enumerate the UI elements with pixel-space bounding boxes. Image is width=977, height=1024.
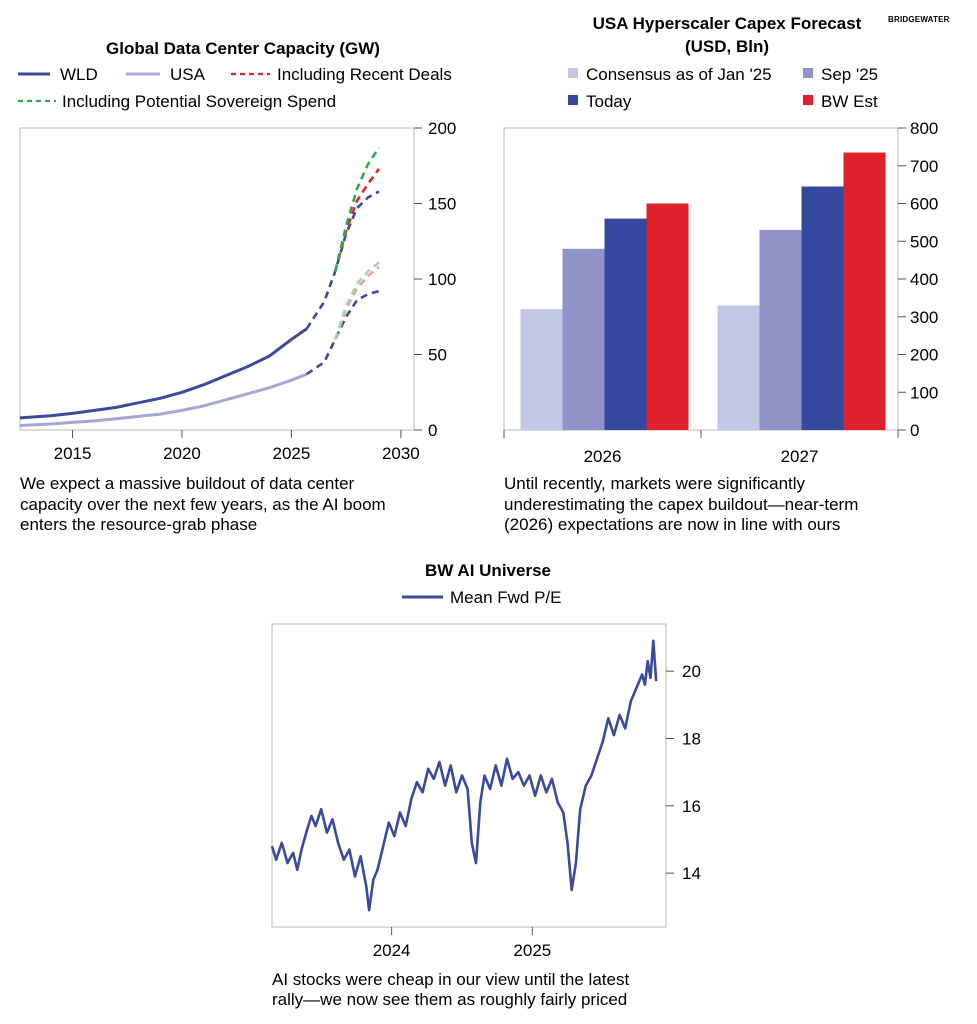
y-tick-label: 200: [910, 346, 938, 365]
bar-today-2027: [801, 186, 844, 430]
y-tick-label: 500: [910, 232, 938, 251]
y-tick-label: 200: [428, 119, 456, 138]
bar-consensus-as-of-jan-25-2026: [520, 309, 563, 430]
x-tick-label: 2020: [163, 444, 201, 463]
capex-caption-line: underestimating the capex buildout—near-…: [504, 495, 858, 514]
legend-label-wld: WLD: [60, 65, 98, 84]
legend-label-today: Today: [586, 92, 632, 111]
series-line-wld-forecast: [305, 190, 380, 330]
capacity-axes: 0 50 100 150 200 2015 2020 2025 2030: [54, 119, 457, 463]
capex-bars-group: [520, 152, 886, 430]
pe-chart-title: BW AI Universe: [425, 561, 551, 580]
legend-label-usa: USA: [170, 65, 206, 84]
capacity-chart-title: Global Data Center Capacity (GW): [106, 39, 380, 58]
pe-caption-line: rally—we now see them as roughly fairly …: [272, 990, 627, 1009]
y-tick-label: 20: [682, 662, 701, 681]
series-line-usa: [19, 372, 308, 427]
series-line-wld: [19, 327, 308, 420]
bar-sep-25-2026: [562, 248, 605, 430]
y-tick-label: 300: [910, 308, 938, 327]
pe-chart: BW AI Universe Mean Fwd P/E 14 16 18 20 2024…: [270, 561, 701, 1009]
x-tick-label: 2024: [373, 941, 411, 960]
legend-swatch-today: [568, 95, 578, 105]
capacity-caption-line: capacity over the next few years, as the…: [20, 495, 386, 514]
x-tick-label: 2025: [513, 941, 551, 960]
x-tick-label: 2026: [584, 447, 622, 466]
y-tick-label: 800: [910, 119, 938, 138]
capacity-caption: We expect a massive buildout of data cen…: [20, 474, 386, 534]
legend-label-sep25: Sep '25: [821, 65, 878, 84]
bar-today-2026: [604, 218, 647, 430]
pe-plot-frame: [271, 623, 667, 928]
capacity-caption-line: We expect a massive buildout of data cen…: [20, 474, 355, 493]
legend-label-mean-fwd-pe: Mean Fwd P/E: [450, 588, 562, 607]
series-line-including-potential-sovereign-spend-usa: [333, 261, 380, 340]
y-tick-label: 150: [428, 195, 456, 214]
legend-swatch-bw-est: [803, 95, 813, 105]
capacity-series-group: [19, 146, 381, 427]
capex-axes: 2026 2027 0 100 200 300 400 500 600 700 800: [503, 119, 938, 466]
y-tick-label: 50: [428, 346, 447, 365]
series-line-including-potential-sovereign-spend-wld: [333, 146, 381, 272]
legend-swatch-sep25: [803, 68, 813, 78]
bar-bw-est-2027: [843, 152, 886, 430]
y-tick-label: 400: [910, 270, 938, 289]
legend-swatch-consensus: [568, 68, 578, 78]
series-line-usa-forecast: [305, 289, 380, 376]
y-tick-label: 0: [428, 421, 437, 440]
legend-label-bw-est: BW Est: [821, 92, 878, 111]
y-tick-label: 100: [428, 270, 456, 289]
series-line-including-recent-deals-wld: [333, 168, 381, 272]
series-line-including-recent-deals-usa: [333, 265, 380, 340]
capex-caption-line: Until recently, markets were significant…: [504, 474, 806, 493]
pe-axes: 14 16 18 20 2024 2025: [373, 662, 701, 960]
y-tick-label: 0: [910, 421, 919, 440]
y-tick-label: 18: [682, 729, 701, 748]
capacity-chart: Global Data Center Capacity (GW) WLD USA…: [18, 39, 456, 534]
pe-caption-line: AI stocks were cheap in our view until t…: [272, 970, 629, 989]
legend-label-recent-deals: Including Recent Deals: [277, 65, 452, 84]
pe-series-group: [270, 639, 658, 912]
y-tick-label: 100: [910, 383, 938, 402]
y-tick-label: 600: [910, 195, 938, 214]
capacity-legend: WLD USA Including Recent Deals Including…: [18, 65, 452, 111]
capex-chart-subtitle: (USD, Bln): [685, 37, 769, 56]
capacity-caption-line: enters the resource-grab phase: [20, 515, 257, 534]
y-tick-label: 700: [910, 157, 938, 176]
x-tick-label: 2025: [273, 444, 311, 463]
y-tick-label: 16: [682, 797, 701, 816]
legend-label-consensus: Consensus as of Jan '25: [586, 65, 772, 84]
pe-caption: AI stocks were cheap in our view until t…: [272, 970, 629, 1009]
capex-caption: Until recently, markets were significant…: [504, 474, 858, 534]
x-tick-label: 2015: [54, 444, 92, 463]
legend-label-sovereign: Including Potential Sovereign Spend: [62, 92, 336, 111]
series-line-mean-fwd-p-e: [270, 639, 658, 912]
x-tick-label: 2030: [382, 444, 420, 463]
capex-legend: Consensus as of Jan '25 Sep '25 Today BW…: [568, 65, 878, 111]
capacity-plot-frame: [19, 127, 415, 431]
capex-chart-title: USA Hyperscaler Capex Forecast: [593, 14, 862, 33]
bar-bw-est-2026: [646, 203, 689, 430]
bar-consensus-as-of-jan-25-2027: [717, 305, 760, 430]
capex-chart: USA Hyperscaler Capex Forecast (USD, Bln…: [503, 14, 938, 534]
capex-caption-line: (2026) expectations are now in line with…: [504, 515, 840, 534]
y-tick-label: 14: [682, 864, 701, 883]
brand-logo: BRIDGEWATER: [888, 15, 950, 24]
x-tick-label: 2027: [781, 447, 819, 466]
bar-sep-25-2027: [759, 229, 802, 430]
